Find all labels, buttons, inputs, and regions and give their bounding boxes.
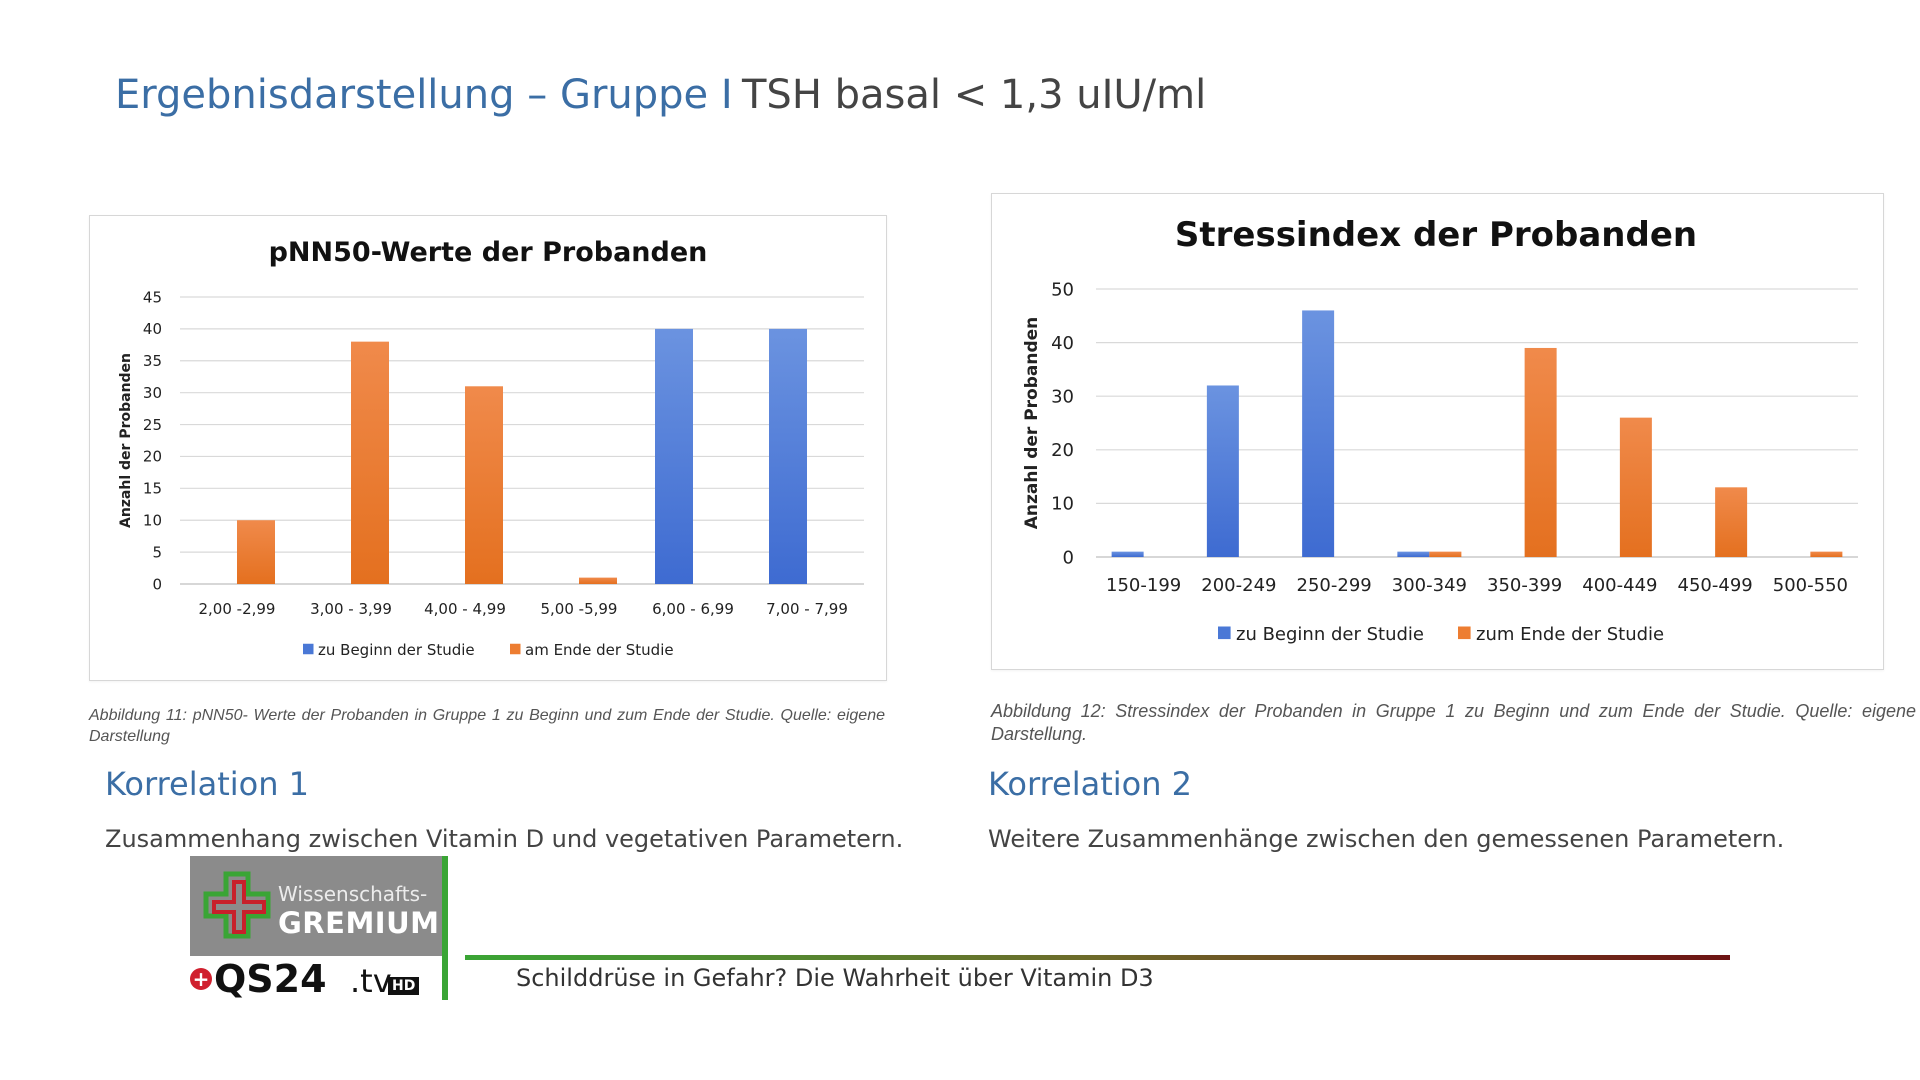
- x-tick-label: 300-349: [1392, 575, 1467, 596]
- korrelation-1-text: Zusammenhang zwischen Vitamin D und vege…: [105, 825, 904, 853]
- korrelation-2-text: Weitere Zusammenhänge zwischen den gemes…: [988, 825, 1785, 853]
- slide-title: Ergebnisdarstellung – Gruppe I: [115, 72, 733, 118]
- x-tick-label: 5,00 -5,99: [541, 600, 618, 618]
- y-tick-label: 0: [1063, 547, 1074, 568]
- slide-subtitle: TSH basal < 1,3 uIU/ml: [742, 72, 1207, 118]
- bar-ende: [1429, 551, 1462, 557]
- logo-gremium: GREMIUM: [278, 906, 440, 940]
- y-tick-label: 40: [1051, 333, 1074, 354]
- gremium-logo-panel: Wissenschafts- GREMIUM: [190, 856, 442, 956]
- y-tick-label: 10: [143, 511, 162, 529]
- y-tick-label: 30: [143, 384, 162, 402]
- ticker-text: Schilddrüse in Gefahr? Die Wahrheit über…: [516, 964, 1154, 992]
- qs24-brand: QS24: [214, 957, 327, 1001]
- hd-badge: HD: [388, 977, 420, 995]
- channel-logo: Wissenschafts- GREMIUM + QS24 .tv HD: [190, 856, 448, 1001]
- y-tick-label: 10: [1051, 494, 1074, 515]
- korrelation-2-heading: Korrelation 2: [988, 765, 1193, 803]
- bar-beginn: [1206, 385, 1239, 557]
- x-tick-label: 350-399: [1487, 575, 1562, 596]
- y-tick-label: 20: [143, 448, 162, 466]
- logo-wissenschafts: Wissenschafts-: [278, 882, 428, 906]
- legend-label: zum Ende der Studie: [1476, 624, 1664, 645]
- x-tick-label: 500-550: [1773, 575, 1848, 596]
- bar-beginn: [1302, 310, 1335, 557]
- y-tick-label: 30: [1051, 387, 1074, 408]
- y-tick-label: 5: [152, 543, 162, 561]
- x-tick-label: 400-449: [1582, 575, 1657, 596]
- bar-ende: [237, 520, 275, 584]
- legend-swatch: [1218, 626, 1231, 640]
- legend-swatch: [1458, 626, 1471, 640]
- y-tick-label: 45: [143, 288, 162, 306]
- legend-swatch: [510, 643, 521, 655]
- logo-accent-bar: [442, 856, 448, 1000]
- x-tick-label: 450-499: [1678, 575, 1753, 596]
- ticker-divider: [465, 955, 1730, 960]
- pnn50-chart: pNN50-Werte der Probanden 0 5 10 15 20 25 30 35 4…: [89, 215, 887, 681]
- stressindex-chart: Stressindex der Probanden 0 10 20 30 40 50 Anza…: [991, 193, 1884, 670]
- x-tick-label: 4,00 - 4,99: [424, 600, 506, 618]
- bar-ende: [1810, 551, 1843, 557]
- x-tick-label: 7,00 - 7,99: [766, 600, 848, 618]
- legend-label: zu Beginn der Studie: [318, 641, 475, 659]
- x-tick-label: 2,00 -2,99: [199, 600, 276, 618]
- bar-beginn: [1111, 551, 1144, 557]
- bar-ende: [465, 386, 503, 584]
- y-tick-label: 25: [143, 416, 162, 434]
- y-tick-label: 15: [143, 480, 162, 498]
- x-tick-label: 200-249: [1201, 575, 1276, 596]
- stressindex-chart-svg: Stressindex der Probanden 0 10 20 30 40 50 Anza…: [1022, 215, 1858, 645]
- chart-title: Stressindex der Probanden: [1175, 215, 1697, 255]
- bar-ende: [1619, 417, 1652, 557]
- x-tick-label: 250-299: [1297, 575, 1372, 596]
- qs24-tv: .tv: [350, 962, 392, 1000]
- bar-ende: [1524, 347, 1557, 557]
- legend-label: zu Beginn der Studie: [1236, 624, 1424, 645]
- x-tick-label: 3,00 - 3,99: [310, 600, 392, 618]
- qs24-plus-icon: +: [190, 968, 212, 990]
- legend-swatch: [303, 643, 314, 655]
- bar-ende: [579, 577, 617, 584]
- legend-label: am Ende der Studie: [525, 641, 674, 659]
- y-axis-label: Anzahl der Probanden: [1022, 317, 1042, 530]
- bar-beginn: [769, 328, 807, 584]
- y-tick-label: 40: [143, 320, 162, 338]
- y-axis-label: Anzahl der Probanden: [118, 353, 134, 528]
- chart-title: pNN50-Werte der Probanden: [269, 237, 708, 268]
- bar-ende: [351, 341, 389, 584]
- pnn50-chart-svg: pNN50-Werte der Probanden 0 5 10 15 20 25 30 35 4…: [118, 237, 864, 659]
- y-tick-label: 50: [1051, 279, 1074, 300]
- korrelation-1-heading: Korrelation 1: [105, 765, 310, 803]
- bar-ende: [1715, 487, 1748, 557]
- bar-beginn: [1397, 551, 1430, 557]
- y-tick-label: 20: [1051, 440, 1074, 461]
- y-tick-label: 35: [143, 352, 162, 370]
- bar-beginn: [655, 328, 693, 584]
- figure-12-caption: Abbildung 12: Stressindex der Probanden …: [991, 701, 1916, 745]
- y-tick-label: 0: [152, 575, 162, 593]
- x-tick-label: 150-199: [1106, 575, 1181, 596]
- cross-logo-icon: [203, 871, 271, 939]
- x-tick-label: 6,00 - 6,99: [652, 600, 734, 618]
- figure-11-caption: Abbildung 11: pNN50- Werte der Probanden…: [89, 707, 885, 745]
